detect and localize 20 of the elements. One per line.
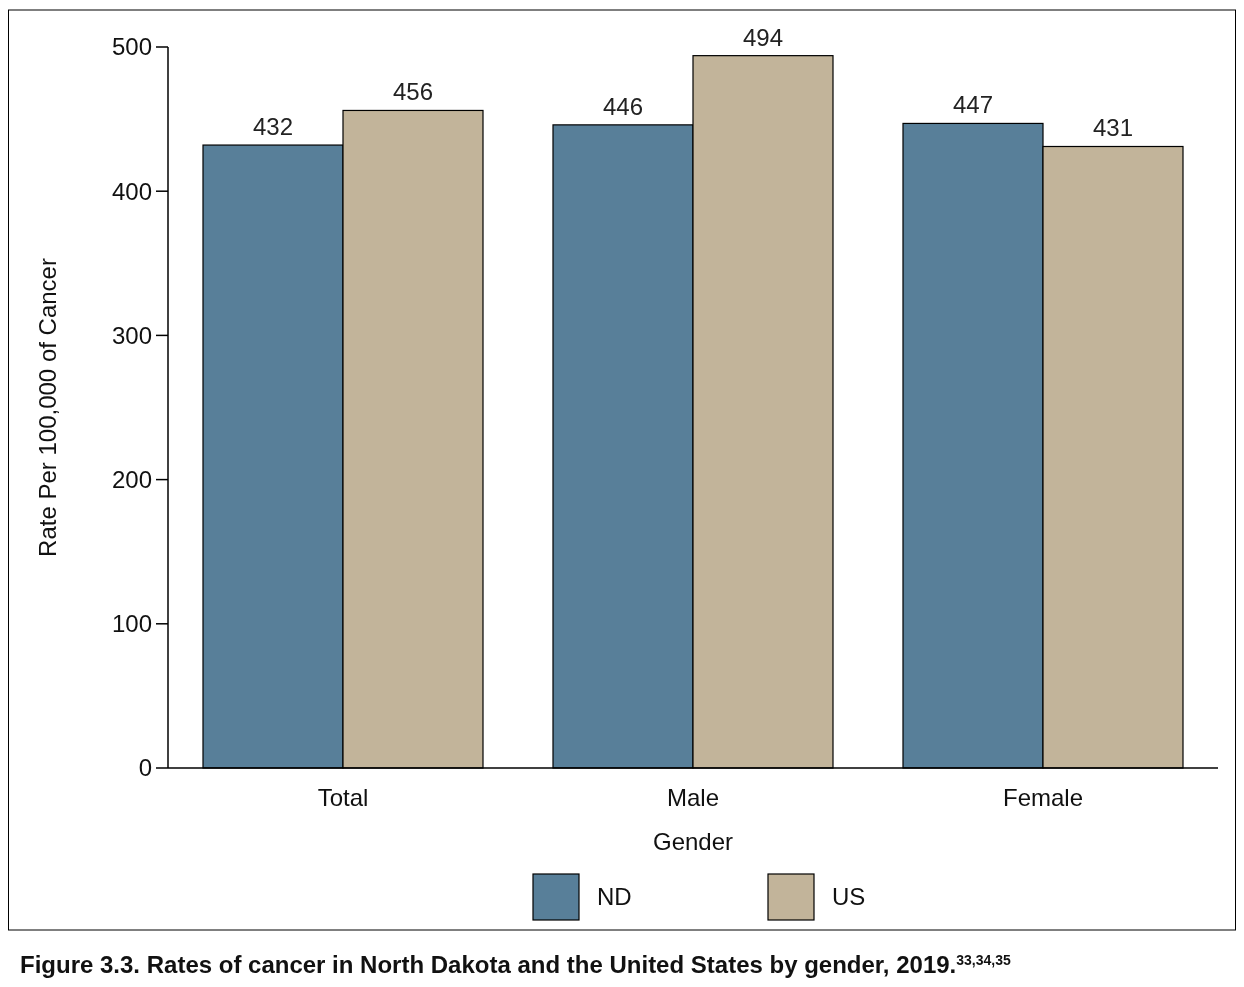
data-label: 431: [1092, 114, 1134, 142]
y-axis-title: Rate Per 100,000 of Cancer: [34, 258, 61, 557]
y-tick-label: 300: [111, 321, 152, 349]
x-axis-title: Gender: [652, 828, 734, 855]
y-tick-label: 500: [111, 33, 152, 61]
x-tick-label: Total: [317, 784, 369, 811]
y-tick-label: 400: [111, 177, 152, 205]
data-label: 446: [602, 92, 644, 120]
data-label: 456: [392, 78, 434, 106]
data-label: 432: [252, 113, 294, 141]
x-tick-label: Male: [666, 784, 720, 811]
y-tick-label: 0: [138, 754, 152, 782]
legend-label: US: [832, 883, 866, 911]
y-tick-label: 100: [111, 610, 152, 638]
legend-label: ND: [597, 883, 632, 911]
y-tick-label: 200: [111, 466, 152, 493]
data-label: 494: [742, 23, 784, 51]
caption: Figure 3.3. Rates of cancer in North Dakota and the United States by gender, 2019.$^{33,34,35}$: [20, 951, 1011, 978]
data-label: 447: [952, 91, 994, 119]
x-tick-label: Female: [1002, 784, 1084, 811]
